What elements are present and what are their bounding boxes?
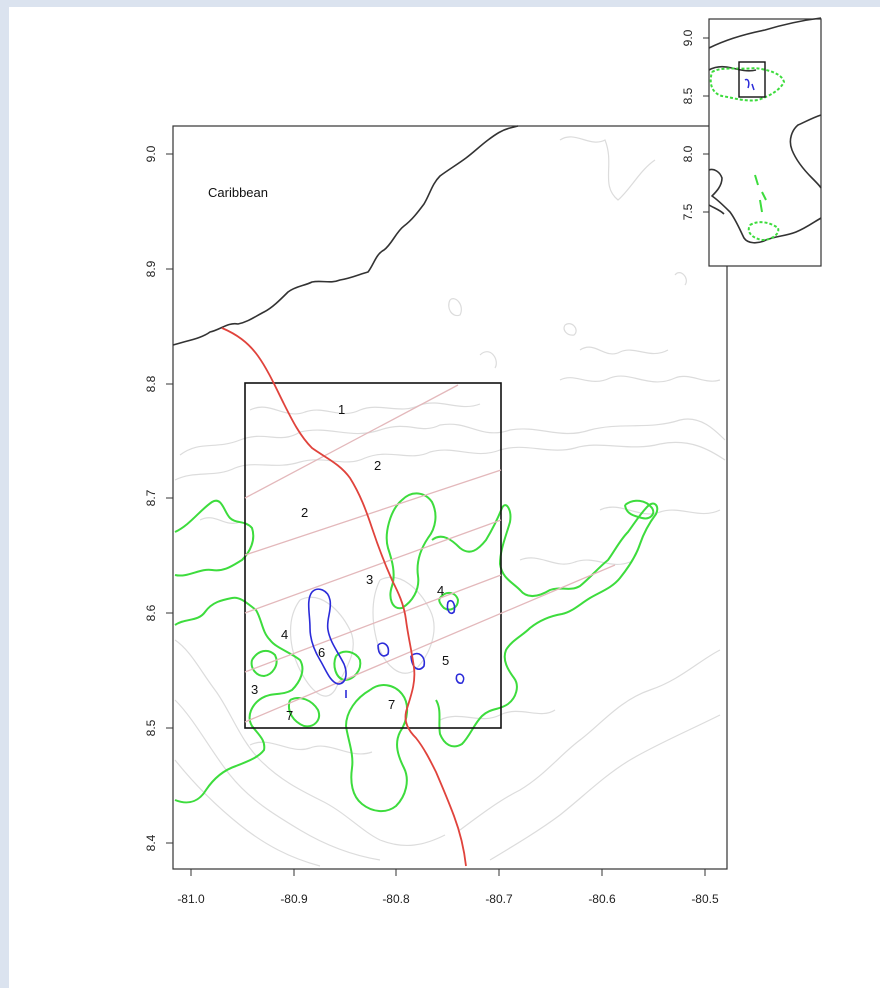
- inset-green-area: [754, 174, 767, 213]
- x-axis: -81.0 -80.9 -80.8 -80.7 -80.6 -80.5: [177, 869, 719, 906]
- river-line: [221, 327, 467, 867]
- coastline: [172, 125, 519, 346]
- inset-coastline: [708, 168, 822, 244]
- x-tick-label: -80.5: [691, 892, 719, 906]
- zone-label: 7: [286, 708, 293, 723]
- zone-label: 6: [318, 645, 325, 660]
- y-tick-label: 8.8: [144, 375, 158, 392]
- green-contours: [174, 492, 659, 812]
- inset-y-axis: 9.0 8.5 8.0 7.5: [681, 29, 709, 220]
- zone-label: 1: [338, 402, 345, 417]
- y-tick-label: 8.5: [144, 719, 158, 736]
- map-figure: 9.0 8.9 8.8 8.7 8.6 8.5 8.4 -81.0 -80.9 …: [144, 17, 822, 906]
- inset-coastline: [708, 204, 725, 215]
- inset-y-tick-label: 8.0: [681, 145, 695, 162]
- inset-coastline: [708, 17, 822, 49]
- y-axis: 9.0 8.9 8.8 8.7 8.6 8.5 8.4: [144, 145, 173, 851]
- x-tick-label: -80.7: [485, 892, 513, 906]
- transect-lines: [244, 384, 616, 723]
- inset-coastline: [789, 114, 822, 189]
- y-tick-label: 8.9: [144, 260, 158, 277]
- y-tick-label: 8.6: [144, 604, 158, 621]
- inset-study-box: [738, 61, 766, 98]
- y-tick-label: 9.0: [144, 145, 158, 162]
- inset-blue-area: [744, 78, 755, 91]
- study-area-box: [244, 382, 502, 729]
- gray-contours: [174, 136, 726, 867]
- zone-label: 4: [437, 583, 444, 598]
- inset-green-area: [709, 66, 786, 102]
- x-tick-label: -80.6: [588, 892, 616, 906]
- zone-label: 7: [388, 697, 395, 712]
- zone-label: 4: [281, 627, 288, 642]
- zone-label: 3: [251, 682, 258, 697]
- y-tick-label: 8.7: [144, 489, 158, 506]
- blue-contours: [307, 588, 465, 698]
- inset-y-tick-label: 8.5: [681, 87, 695, 104]
- zone-label: 2: [374, 458, 381, 473]
- x-tick-label: -80.8: [382, 892, 410, 906]
- figure-frame: 9.0 8.9 8.8 8.7 8.6 8.5 8.4 -81.0 -80.9 …: [9, 7, 880, 988]
- zone-label: 2: [301, 505, 308, 520]
- x-tick-label: -81.0: [177, 892, 205, 906]
- y-tick-label: 8.4: [144, 834, 158, 851]
- x-tick-label: -80.9: [280, 892, 308, 906]
- inset-map: 9.0 8.5 8.0 7.5: [681, 17, 822, 267]
- inset-y-tick-label: 7.5: [681, 203, 695, 220]
- zone-label: 3: [366, 572, 373, 587]
- zone-labels: 1 2 2 3 4 4 5 6 3 7 7: [251, 402, 449, 723]
- zone-label: 5: [442, 653, 449, 668]
- inset-green-area: [747, 221, 780, 242]
- inset-frame: [708, 18, 822, 267]
- main-map: 9.0 8.9 8.8 8.7 8.6 8.5 8.4 -81.0 -80.9 …: [144, 125, 728, 906]
- inset-y-tick-label: 9.0: [681, 29, 695, 46]
- sea-label: Caribbean: [208, 185, 268, 200]
